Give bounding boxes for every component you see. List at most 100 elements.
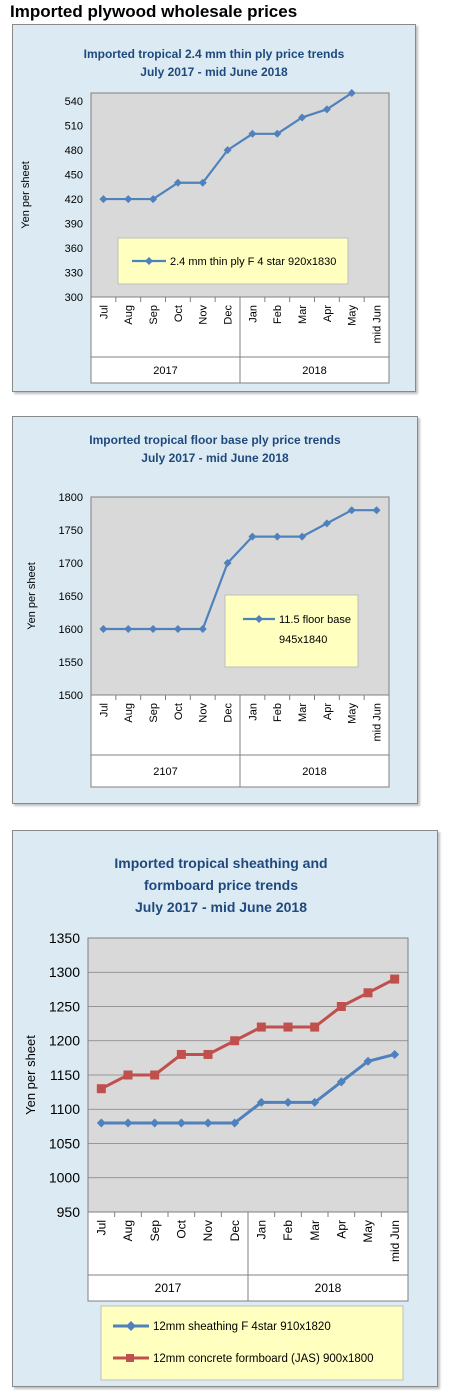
y-tick-label: 1750 <box>59 525 83 537</box>
x-tick-label: Dec <box>222 305 234 325</box>
legend-box <box>100 1305 404 1381</box>
data-point <box>99 195 108 204</box>
y-tick-label: 510 <box>65 120 83 132</box>
x-tick-label: May <box>361 1220 375 1243</box>
data-point <box>298 532 307 541</box>
x-tick-label: Feb <box>281 1220 295 1241</box>
legend-marker <box>145 257 153 265</box>
x-tick-label: mid Jun <box>371 305 383 344</box>
y-tick-label: 1650 <box>59 591 83 603</box>
data-point <box>150 1118 160 1128</box>
floor-base-chart: Imported tropical floor base ply price t… <box>26 433 390 788</box>
data-point <box>223 559 232 567</box>
data-point <box>173 625 182 633</box>
data-point <box>390 1049 400 1059</box>
x-tick-label: Aug <box>123 305 135 325</box>
data-point <box>96 1084 106 1094</box>
y-axis-label: Yen per sheet <box>20 161 32 228</box>
legend-label-line-1: 11.5 floor base <box>279 614 351 626</box>
x-tick-label: Oct <box>173 305 185 322</box>
data-point <box>230 1118 240 1128</box>
data-point <box>273 532 282 541</box>
year-group-label: 2107 <box>153 766 177 778</box>
x-tick-label: Aug <box>121 1220 135 1241</box>
data-point <box>363 988 373 998</box>
chart-title: Imported tropical floor base ply price t… <box>89 433 341 447</box>
year-group-label: 2017 <box>155 1281 182 1295</box>
data-point <box>99 625 108 633</box>
x-tick-label: Mar <box>297 703 309 722</box>
x-tick-label: Mar <box>297 305 309 324</box>
data-point <box>322 519 331 528</box>
data-point <box>273 129 282 138</box>
y-tick-label: 330 <box>65 267 83 279</box>
x-tick-label: mid Jun <box>388 1220 402 1262</box>
y-tick-label: 950 <box>57 1204 81 1220</box>
chart-title-line-1: Imported tropical sheathing and <box>114 855 327 871</box>
y-axis-label: Yen per sheet <box>23 1035 38 1115</box>
y-tick-label: 1200 <box>49 1033 80 1049</box>
thin-ply-chart-panel: Imported tropical 2.4 mm thin ply price … <box>12 24 416 392</box>
data-point <box>372 506 381 515</box>
data-point <box>336 1077 346 1087</box>
legend-label: 2.4 mm thin ply F 4 star 920x1830 <box>170 256 336 268</box>
y-tick-label: 1550 <box>59 657 83 669</box>
legend-box <box>224 594 359 668</box>
data-point <box>248 532 257 541</box>
year-group-label: 2017 <box>153 365 177 377</box>
year-group-label: 2018 <box>302 365 326 377</box>
y-tick-label: 540 <box>65 96 83 108</box>
year-group-label: 2018 <box>302 766 326 778</box>
y-tick-label: 1600 <box>59 624 83 636</box>
data-point <box>123 1070 133 1080</box>
data-point <box>124 195 133 204</box>
x-tick-label: May <box>347 703 359 724</box>
y-axis-label: Yen per sheet <box>26 562 38 629</box>
legend-label: 12mm concrete formboard (JAS) 900x1800 <box>153 1353 374 1365</box>
x-tick-label: Nov <box>198 703 210 723</box>
y-tick-label: 1050 <box>49 1135 80 1151</box>
data-point <box>173 178 182 187</box>
data-point <box>336 1002 346 1011</box>
y-tick-label: 1350 <box>49 930 80 946</box>
series-line <box>103 509 377 631</box>
year-group-label: 2018 <box>315 1281 342 1295</box>
data-point <box>310 1097 320 1107</box>
chart-subtitle: July 2017 - mid June 2018 <box>141 451 289 465</box>
data-point <box>223 146 232 155</box>
x-tick-label: Sep <box>148 703 160 723</box>
data-point <box>149 625 158 633</box>
x-tick-label: Dec <box>222 703 234 723</box>
data-point <box>123 1118 133 1128</box>
x-tick-label: Sep <box>148 1220 162 1242</box>
x-tick-label: Jan <box>247 703 259 721</box>
data-point <box>124 625 133 633</box>
x-tick-label: May <box>347 305 359 326</box>
data-point <box>347 89 356 97</box>
y-tick-label: 1000 <box>49 1170 80 1186</box>
x-tick-label: Feb <box>272 703 284 722</box>
chart-title-line-2: formboard price trends <box>144 877 298 893</box>
x-tick-label: Apr <box>322 703 334 720</box>
y-tick-label: 1300 <box>49 964 80 980</box>
sheathing-formboard-chart-panel: Imported tropical sheathing and formboar… <box>12 830 438 1387</box>
chart-subtitle: July 2017 - mid June 2018 <box>140 65 288 79</box>
data-point <box>150 1070 160 1080</box>
sheathing-formboard-chart: Imported tropical sheathing and formboar… <box>23 855 409 1381</box>
x-tick-label: Oct <box>175 1219 189 1238</box>
y-tick-label: 1150 <box>50 1067 80 1083</box>
data-point <box>96 1118 106 1128</box>
y-tick-label: 360 <box>65 243 83 255</box>
x-tick-label: Jul <box>95 1220 109 1235</box>
data-point <box>322 105 331 114</box>
data-point <box>203 1118 213 1128</box>
chart-subtitle: July 2017 - mid June 2018 <box>135 899 307 915</box>
data-point <box>198 625 207 633</box>
data-point <box>230 1036 240 1046</box>
legend-label: 12mm sheathing F 4star 910x1820 <box>153 1321 331 1333</box>
y-tick-label: 1250 <box>49 998 80 1014</box>
x-tick-label: Jan <box>247 305 259 323</box>
x-tick-label: Apr <box>322 305 334 322</box>
x-tick-label: Nov <box>198 305 210 325</box>
x-tick-label: Aug <box>123 703 135 723</box>
